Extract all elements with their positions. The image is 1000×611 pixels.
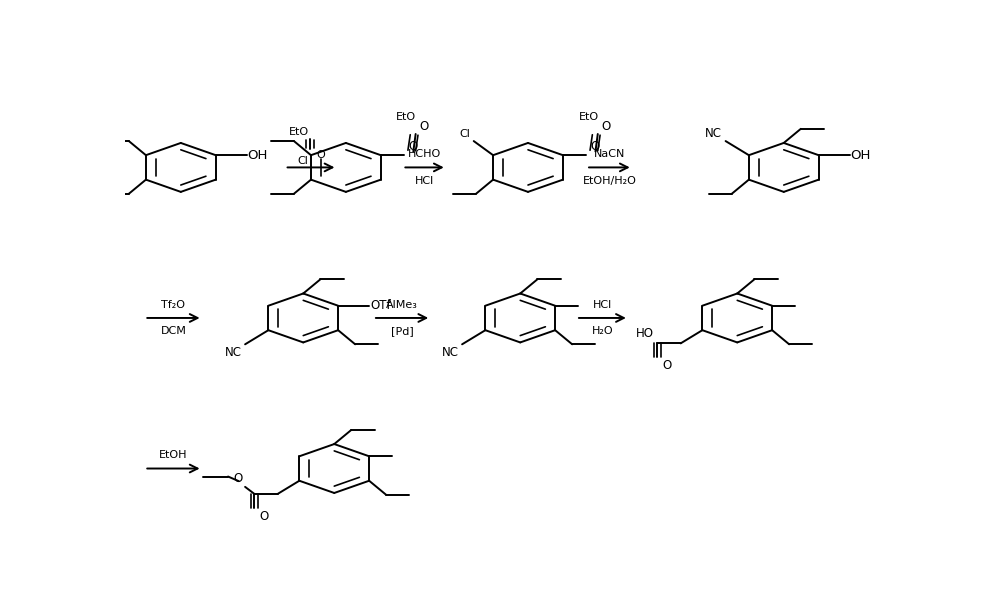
Text: O: O bbox=[259, 510, 268, 523]
Text: HCl: HCl bbox=[415, 175, 434, 186]
Text: EtOH/H₂O: EtOH/H₂O bbox=[582, 175, 636, 186]
Text: O: O bbox=[602, 120, 611, 133]
Text: NC: NC bbox=[705, 126, 722, 140]
Text: EtOH: EtOH bbox=[159, 450, 188, 460]
Text: O: O bbox=[316, 150, 325, 159]
Text: O: O bbox=[408, 141, 417, 153]
Text: EtO: EtO bbox=[396, 112, 416, 122]
Text: HCl: HCl bbox=[593, 300, 612, 310]
Text: O: O bbox=[234, 472, 243, 485]
Text: DCM: DCM bbox=[160, 326, 186, 336]
Text: H₂O: H₂O bbox=[592, 326, 613, 336]
Text: [Pd]: [Pd] bbox=[391, 326, 413, 336]
Text: NaCN: NaCN bbox=[594, 149, 625, 159]
Text: Tf₂O: Tf₂O bbox=[161, 300, 185, 310]
Text: OTf: OTf bbox=[370, 299, 391, 312]
Text: O: O bbox=[420, 120, 429, 133]
Text: Cl: Cl bbox=[297, 156, 308, 166]
Text: OH: OH bbox=[850, 148, 871, 162]
Text: Cl: Cl bbox=[460, 129, 471, 139]
Text: OH: OH bbox=[247, 148, 268, 162]
Text: O: O bbox=[590, 141, 599, 153]
Text: EtO: EtO bbox=[289, 127, 309, 137]
Text: NC: NC bbox=[225, 346, 242, 359]
Text: HCHO: HCHO bbox=[408, 149, 441, 159]
Text: EtO: EtO bbox=[578, 112, 599, 122]
Text: AlMe₃: AlMe₃ bbox=[386, 300, 418, 310]
Text: NC: NC bbox=[442, 346, 459, 359]
Text: HO: HO bbox=[636, 327, 654, 340]
Text: O: O bbox=[662, 359, 671, 372]
